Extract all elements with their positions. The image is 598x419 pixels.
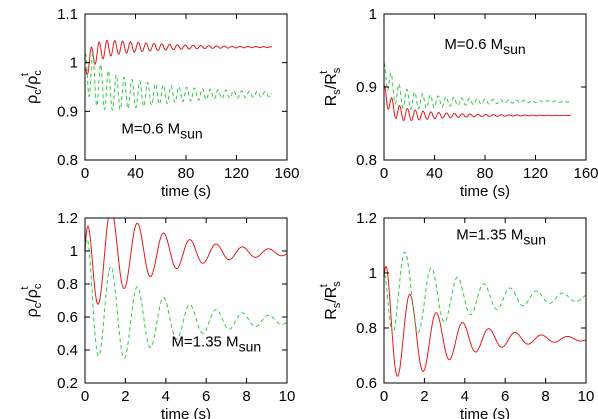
x-tick-label: 2 [420, 388, 428, 405]
x-tick-label: 4 [162, 388, 170, 405]
x-tick-label: 4 [461, 388, 469, 405]
y-tick-label: 0.8 [356, 320, 377, 337]
series-line-1 [85, 39, 272, 76]
series-line-2 [85, 53, 273, 111]
series-line-2 [384, 63, 571, 110]
x-axis-label: time (s) [161, 183, 211, 200]
x-tick-label: 10 [279, 388, 296, 405]
x-tick-label: 10 [578, 388, 595, 405]
series-line-2 [384, 251, 586, 334]
y-tick-label: 0.6 [57, 309, 78, 326]
mass-annotation: M=1.35 Msun [456, 226, 546, 247]
x-tick-label: 80 [178, 165, 195, 182]
series-line-1 [384, 266, 586, 377]
x-axis-label: time (s) [460, 183, 510, 200]
y-tick-label: 0.4 [57, 342, 78, 359]
panel-bottom-right: 0 2 4 6 8 10 0.6 0.8 1 1.2 time (s) Rs/Rst M=1.35 Ms… [318, 210, 594, 419]
series-line-2 [85, 238, 287, 359]
mass-annotation: M=0.6 Msun [121, 121, 202, 142]
mass-annotation: M=1.35 Msun [171, 334, 261, 355]
x-tick-label: 8 [541, 388, 549, 405]
panel-top-right: 0 40 80 120 160 0.8 0.9 1 time (s) Rs/Rst M=0.6 Ms… [318, 6, 598, 200]
x-tick-label: 160 [274, 165, 299, 182]
y-axis-label: Rs/Rst [318, 281, 343, 320]
y-tick-label: 0.8 [356, 152, 377, 169]
series-line-1 [85, 218, 287, 305]
x-tick-label: 0 [81, 165, 89, 182]
x-tick-label: 0 [81, 388, 89, 405]
x-tick-label: 6 [501, 388, 509, 405]
x-tick-label: 0 [380, 388, 388, 405]
x-tick-label: 0 [380, 165, 388, 182]
x-tick-label: 8 [242, 388, 250, 405]
y-tick-label: 0.9 [57, 103, 78, 120]
y-axis-label: ρc/ρct [19, 283, 44, 317]
y-tick-label: 1 [369, 6, 377, 23]
y-tick-label: 0.6 [356, 375, 377, 392]
y-tick-label: 0.8 [57, 152, 78, 169]
y-axis-label: Rs/Rst [318, 67, 343, 106]
x-axis-label: time (s) [460, 406, 510, 419]
mass-annotation: M=0.6 Msun [444, 36, 525, 57]
panel-top-left: 0 40 80 120 160 0.8 0.9 1 1.1 time (s) ρc/ρct M=0.6… [19, 6, 300, 200]
y-tick-label: 1 [70, 55, 78, 72]
x-tick-label: 2 [121, 388, 129, 405]
x-axis-label: time (s) [161, 406, 211, 419]
x-tick-label: 80 [477, 165, 494, 182]
plot-frame [84, 217, 288, 384]
y-tick-label: 0.8 [57, 276, 78, 293]
x-tick-label: 40 [426, 165, 443, 182]
y-tick-label: 0.9 [356, 79, 377, 96]
y-tick-label: 1.2 [356, 210, 377, 227]
x-tick-label: 160 [573, 165, 598, 182]
y-tick-label: 1 [70, 243, 78, 260]
plot-frame [383, 217, 587, 384]
y-tick-label: 1.2 [57, 210, 78, 227]
y-axis-label: ρc/ρct [19, 70, 44, 104]
y-tick-label: 1 [369, 265, 377, 282]
x-tick-label: 6 [202, 388, 210, 405]
series-line-1 [384, 85, 571, 122]
y-tick-label: 0.2 [57, 375, 78, 392]
x-tick-label: 120 [224, 165, 249, 182]
x-tick-label: 120 [523, 165, 548, 182]
y-tick-label: 1.1 [57, 6, 78, 23]
panel-bottom-left: 0 2 4 6 8 10 0.2 0.4 0.6 0.8 1 1.2 time (s) ρc/ρct M=1… [19, 210, 296, 419]
x-tick-label: 40 [127, 165, 144, 182]
